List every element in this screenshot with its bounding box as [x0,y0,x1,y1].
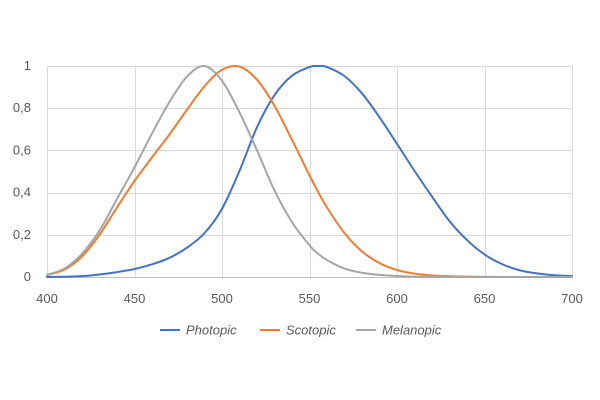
series-lines [46,64,573,278]
y-tick-label: 0,2 [13,227,31,242]
x-tick-label: 500 [211,291,233,306]
y-tick-label: 0,8 [13,100,31,115]
tick-labels: 0 0,2 0,4 0,6 0,8 1 400 450 500 550 600 650 700 [13,58,583,306]
y-tick-label: 0 [24,269,31,284]
legend-item-photopic: Photopic [160,323,237,338]
y-tick-label: 1 [24,58,31,73]
legend-label: Scotopic [286,323,336,338]
legend: Photopic Scotopic Melanopic [160,323,442,338]
x-tick-label: 400 [36,291,58,306]
x-tick-label: 650 [474,291,496,306]
series-line-photopic [46,64,573,278]
x-tick-label: 600 [386,291,408,306]
x-tick-label: 450 [124,291,146,306]
x-tick-label: 700 [561,291,583,306]
legend-label: Melanopic [382,323,442,338]
y-tick-label: 0,4 [13,185,31,200]
series-line-melanopic [46,64,573,278]
legend-label: Photopic [186,323,237,338]
x-tick-label: 550 [299,291,321,306]
legend-item-scotopic: Scotopic [260,323,336,338]
y-tick-label: 0,6 [13,142,31,157]
legend-item-melanopic: Melanopic [356,323,442,338]
